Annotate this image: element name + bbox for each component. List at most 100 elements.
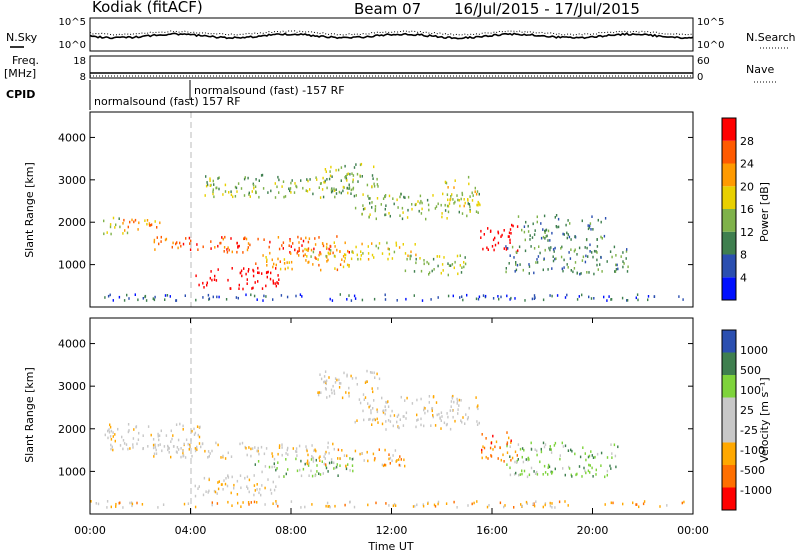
scatter-cell xyxy=(396,459,398,462)
scatter-cell xyxy=(242,287,244,291)
scatter-cell xyxy=(416,413,418,417)
scatter-cell xyxy=(595,468,597,472)
scatter-cell xyxy=(182,454,185,457)
scatter-cell xyxy=(270,189,272,193)
scatter-cell xyxy=(265,447,268,450)
scatter-cell xyxy=(254,463,256,466)
x-tick-label: 00:00 xyxy=(74,524,106,537)
scatter-cell xyxy=(112,435,114,438)
scatter-cell xyxy=(206,183,209,187)
scatter-cell xyxy=(450,195,452,198)
scatter-cell xyxy=(329,252,332,255)
colorbar-swatch xyxy=(722,375,736,398)
scatter-cell xyxy=(359,163,362,167)
scatter-cell xyxy=(574,261,577,264)
scatter-cell xyxy=(393,502,396,506)
scatter-cell xyxy=(311,444,313,447)
scatter-cell xyxy=(195,298,197,302)
scatter-cell xyxy=(278,178,280,182)
scatter-cell xyxy=(297,250,299,253)
scatter-cell xyxy=(197,248,199,251)
freq-left-tick-bottom: 8 xyxy=(80,72,86,83)
scatter-cell xyxy=(370,409,372,412)
scatter-cell xyxy=(590,228,592,231)
scatter-cell xyxy=(177,246,179,250)
scatter-cell xyxy=(542,298,545,302)
scatter-cell xyxy=(404,196,406,199)
scatter-cell xyxy=(344,257,346,260)
scatter-cell xyxy=(222,237,224,241)
scatter-cell xyxy=(321,242,324,245)
scatter-cell xyxy=(355,245,357,249)
scatter-cell xyxy=(415,257,417,261)
colorbar-swatch xyxy=(722,330,736,353)
scatter-cell xyxy=(508,231,511,235)
scatter-cell xyxy=(216,295,218,299)
scatter-cell xyxy=(506,294,508,298)
scatter-cell xyxy=(289,238,291,241)
scatter-cell xyxy=(347,249,349,253)
scatter-cell xyxy=(277,175,279,179)
scatter-cell xyxy=(345,467,348,471)
scatter-cell xyxy=(257,446,259,450)
scatter-cell xyxy=(160,429,162,433)
scatter-cell xyxy=(272,298,274,301)
scatter-cell xyxy=(505,248,508,251)
scatter-cell xyxy=(340,179,342,182)
scatter-cell xyxy=(276,467,278,470)
scatter-cell xyxy=(218,187,220,191)
scatter-cell xyxy=(308,237,311,240)
scatter-cell xyxy=(217,443,219,447)
colorbar-swatch xyxy=(722,420,736,443)
scatter-cell xyxy=(492,434,494,438)
scatter-cell xyxy=(252,286,254,290)
scatter-cell xyxy=(576,253,578,256)
y-tick-label: 2000 xyxy=(58,423,86,436)
scatter-cell xyxy=(425,217,427,221)
scatter-cell xyxy=(329,174,332,178)
scatter-cell xyxy=(529,238,531,241)
scatter-cell xyxy=(323,380,325,384)
scatter-cell xyxy=(305,445,307,448)
scatter-cell xyxy=(148,224,151,227)
scatter-cell xyxy=(364,207,366,210)
scatter-cell xyxy=(523,448,525,452)
scatter-cell xyxy=(385,204,387,207)
scatter-cell xyxy=(468,182,470,186)
x-tick-label: 04:00 xyxy=(175,524,207,537)
scatter-cell xyxy=(505,245,507,248)
scatter-cell xyxy=(144,219,146,222)
scatter-cell xyxy=(405,297,407,301)
scatter-cell xyxy=(371,185,373,188)
scatter-cell xyxy=(377,185,379,188)
scatter-cell xyxy=(114,439,116,443)
scatter-cell xyxy=(160,240,162,243)
scatter-cell xyxy=(382,464,385,468)
scatter-cell xyxy=(439,416,441,419)
scatter-cell xyxy=(296,454,298,457)
scatter-cell xyxy=(218,295,220,299)
scatter-cell xyxy=(584,452,586,455)
scatter-cell xyxy=(220,456,222,459)
freq-unit-label: [MHz] xyxy=(4,67,36,80)
scatter-cell xyxy=(445,423,448,427)
scatter-cell xyxy=(395,460,397,463)
scatter-cell xyxy=(306,461,308,465)
scatter-cell xyxy=(250,447,252,451)
scatter-cell xyxy=(240,271,242,275)
scatter-cell xyxy=(427,409,429,413)
scatter-cell xyxy=(244,176,246,179)
scatter-cell xyxy=(373,182,375,186)
scatter-cell xyxy=(454,419,456,423)
scatter-cell xyxy=(254,185,257,188)
scatter-cell xyxy=(227,500,229,504)
scatter-cell xyxy=(103,219,105,223)
scatter-cell xyxy=(177,448,180,451)
scatter-cell xyxy=(567,504,569,507)
scatter-cell xyxy=(353,505,356,509)
scatter-cell xyxy=(109,425,112,429)
scatter-cell xyxy=(231,504,233,507)
scatter-cell xyxy=(531,297,534,301)
scatter-cell xyxy=(339,293,341,296)
scatter-cell xyxy=(110,505,112,509)
